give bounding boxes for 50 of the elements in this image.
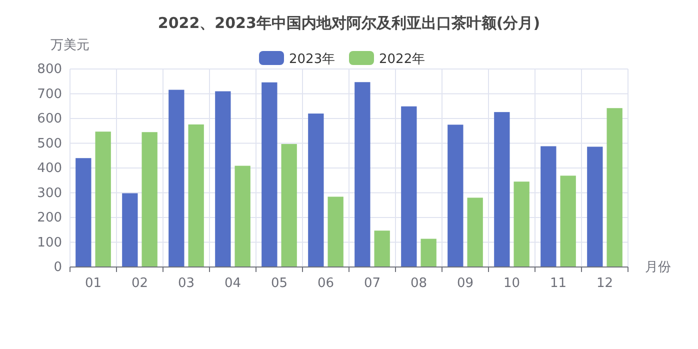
bar: [122, 193, 138, 267]
x-tick-label: 08: [410, 276, 428, 291]
bar: [467, 198, 483, 267]
bar: [540, 146, 556, 267]
x-tick-label: 01: [84, 276, 102, 291]
x-tick-label: 09: [456, 276, 474, 291]
bar: [234, 166, 250, 267]
bar: [560, 176, 576, 267]
y-tick-label: 500: [37, 136, 62, 152]
bar: [514, 182, 530, 267]
bar: [76, 158, 92, 267]
bar: [448, 124, 464, 267]
y-tick-label: 700: [37, 86, 62, 102]
bar: [328, 196, 344, 267]
bar: [374, 230, 390, 267]
x-tick-label: 10: [503, 276, 520, 291]
legend-label: 2023年: [289, 52, 336, 67]
bar: [354, 82, 370, 267]
x-tick-label: 04: [224, 276, 242, 291]
chart-title: 2022、2023年中国内地对阿尔及利亚出口茶叶额(分月): [158, 14, 540, 32]
legend-label: 2022年: [379, 52, 426, 67]
bar: [188, 124, 204, 267]
y-tick-label: 400: [37, 161, 62, 176]
x-tick-label: 05: [270, 276, 288, 291]
bar: [494, 112, 510, 267]
x-tick-label: 06: [317, 276, 334, 291]
y-axis-title: 万美元: [50, 37, 90, 53]
y-tick-label: 0: [54, 260, 62, 275]
x-tick-label: 11: [550, 276, 567, 291]
x-tick-label: 03: [178, 276, 195, 291]
y-tick-label: 300: [37, 186, 62, 201]
bar: [308, 114, 324, 267]
x-tick-label: 12: [596, 276, 614, 291]
bar: [168, 90, 184, 267]
bar: [215, 91, 231, 267]
bar: [142, 132, 158, 267]
x-axis-title: 月份: [645, 260, 671, 275]
x-tick-label: 02: [131, 276, 148, 291]
y-tick-label: 600: [37, 112, 62, 126]
bar: [401, 106, 417, 267]
y-tick-label: 800: [37, 62, 62, 77]
bar: [606, 108, 622, 267]
y-tick-label: 200: [37, 210, 62, 226]
bar: [95, 132, 111, 267]
bar: [262, 82, 278, 267]
bar: [587, 146, 603, 267]
x-tick-label: 07: [364, 276, 381, 291]
bar: [281, 144, 297, 267]
bar: [420, 238, 436, 267]
y-tick-label: 100: [37, 235, 62, 250]
